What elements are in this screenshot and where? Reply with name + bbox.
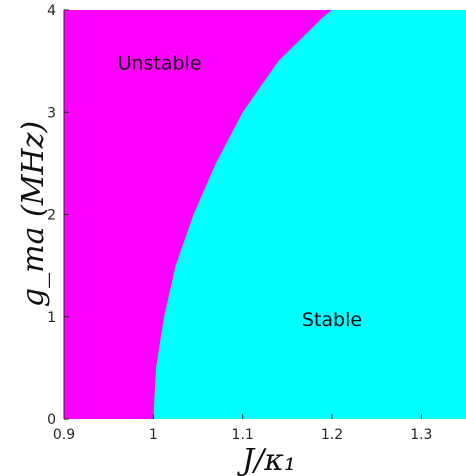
x-axis-label: J/κ₁ bbox=[236, 443, 296, 476]
y-tick-label: 0 bbox=[47, 412, 56, 428]
x-tick-label: 0.9 bbox=[53, 427, 75, 443]
plot-area bbox=[64, 10, 466, 419]
unstable-region-label: Unstable bbox=[118, 52, 202, 74]
stable-region bbox=[153, 10, 466, 419]
stable-region-label: Stable bbox=[302, 309, 362, 331]
x-tick-label: 1.2 bbox=[321, 427, 343, 443]
x-tick-label: 1 bbox=[149, 427, 158, 443]
y-axis-label: g_ma (MHz) bbox=[16, 121, 51, 307]
y-tick-label: 2 bbox=[47, 208, 56, 224]
y-axis-ticks: 0 1 2 3 4 bbox=[47, 3, 69, 428]
x-tick-label: 1.1 bbox=[232, 427, 254, 443]
y-tick-label: 4 bbox=[47, 3, 56, 19]
x-axis-ticks: 0.9 1 1.1 1.2 1.3 bbox=[53, 414, 432, 443]
x-tick-label: 1.3 bbox=[410, 427, 432, 443]
y-tick-label: 3 bbox=[47, 105, 56, 121]
y-tick-label: 1 bbox=[47, 310, 56, 326]
